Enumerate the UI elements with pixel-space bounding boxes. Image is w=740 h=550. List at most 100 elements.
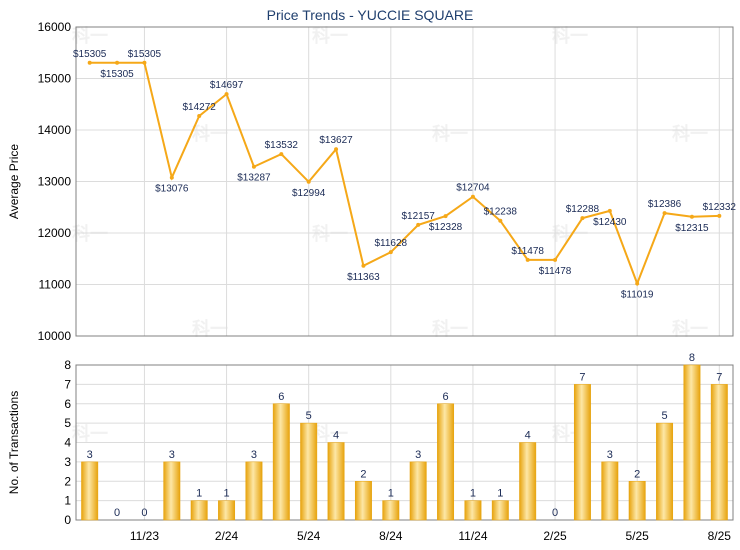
transaction-bar: [218, 500, 236, 521]
x-tick-label: 5/24: [297, 529, 321, 543]
transaction-bar: [382, 500, 400, 521]
transaction-bar: [354, 481, 372, 521]
y-axis-title-price: Average Price: [7, 144, 21, 219]
bar-value-label: 0: [114, 507, 120, 519]
x-tick-label: 8/25: [708, 529, 732, 543]
price-label: $11019: [621, 290, 654, 301]
bar-value-label: 4: [525, 430, 531, 442]
watermark: 科一: [72, 423, 108, 444]
y-tick-label: 8: [64, 358, 71, 372]
x-tick-label: 8/24: [379, 529, 403, 543]
bar-value-label: 1: [388, 488, 394, 500]
y-tick-label: 7: [64, 377, 71, 391]
bar-value-label: 3: [607, 449, 613, 461]
transaction-bar: [245, 461, 263, 521]
x-tick-label: 11/24: [458, 529, 487, 543]
bar-value-label: 5: [306, 410, 312, 422]
bar-value-label: 3: [415, 449, 421, 461]
price-point: [717, 213, 722, 218]
price-label: $12157: [402, 211, 436, 222]
transaction-bar: [683, 364, 701, 521]
x-tick-label: 2/24: [215, 529, 239, 543]
bar-value-label: 1: [497, 488, 503, 500]
price-point: [662, 211, 667, 216]
y-tick-label: 13000: [38, 175, 72, 189]
transaction-bar: [327, 442, 345, 521]
transaction-bar: [81, 461, 99, 521]
x-tick-label: 2/25: [543, 529, 567, 543]
price-point: [689, 214, 694, 219]
price-point: [115, 60, 120, 65]
price-label: $15305: [73, 49, 107, 60]
y-tick-label: 14000: [38, 123, 72, 137]
price-point: [169, 175, 174, 180]
price-line: [89, 61, 720, 287]
bar-value-label: 3: [251, 449, 257, 461]
price-label: $14272: [183, 102, 217, 113]
bar-value-label: 1: [224, 488, 230, 500]
price-point: [553, 257, 558, 262]
bar-value-label: 1: [470, 488, 476, 500]
price-label: $12288: [566, 204, 600, 215]
y-tick-label: 4: [64, 436, 71, 450]
price-point: [87, 60, 92, 65]
price-label: $15305: [100, 69, 134, 80]
price-point: [498, 218, 503, 223]
price-label: $12704: [456, 183, 490, 194]
bar-value-label: 3: [87, 449, 93, 461]
transaction-bar: [409, 461, 427, 521]
transaction-bar: [656, 422, 674, 521]
price-label: $12332: [703, 202, 737, 213]
price-point: [525, 257, 530, 262]
transaction-bar: [190, 500, 208, 521]
price-label: $12994: [292, 188, 326, 199]
price-point: [470, 194, 475, 199]
bar-value-label: 0: [141, 507, 147, 519]
price-point: [416, 222, 421, 227]
price-point: [443, 214, 448, 219]
price-label: $13627: [319, 135, 353, 146]
bar-value-label: 2: [634, 468, 640, 480]
price-label: $12386: [648, 199, 682, 210]
price-point: [580, 216, 585, 221]
price-label: $13287: [237, 173, 271, 184]
transaction-bar: [601, 461, 619, 521]
price-point: [635, 281, 640, 286]
price-point: [334, 147, 339, 152]
watermark: 科一: [192, 123, 228, 144]
watermark: 科一: [552, 25, 588, 46]
y-tick-label: 10000: [38, 329, 72, 343]
price-label: $11628: [374, 238, 407, 249]
y-axis-title-transactions: No. of Transactions: [7, 391, 21, 494]
watermark: 科一: [672, 318, 708, 339]
transaction-bar: [573, 384, 591, 521]
y-tick-label: 0: [64, 513, 71, 527]
price-point: [142, 60, 147, 65]
price-point: [361, 263, 366, 268]
y-tick-label: 6: [64, 397, 71, 411]
price-label: $12238: [484, 207, 518, 218]
y-tick-label: 12000: [38, 226, 72, 240]
watermark: 科一: [672, 123, 708, 144]
watermark: 科一: [72, 25, 108, 46]
watermark: 科一: [432, 318, 468, 339]
y-tick-label: 5: [64, 416, 71, 430]
y-tick-label: 15000: [38, 72, 72, 86]
watermark: 科一: [312, 25, 348, 46]
y-tick-label: 1: [64, 494, 71, 508]
price-label: $12315: [675, 223, 709, 234]
transaction-bar: [300, 422, 318, 521]
bar-value-label: 6: [443, 391, 449, 403]
watermark: 科一: [192, 318, 228, 339]
watermark: 科一: [312, 423, 348, 444]
price-point: [197, 113, 202, 118]
watermark: 科一: [432, 123, 468, 144]
price-label: $11363: [347, 272, 380, 283]
y-tick-label: 2: [64, 474, 71, 488]
y-tick-label: 16000: [38, 20, 72, 34]
price-point: [251, 164, 256, 169]
y-tick-label: 3: [64, 455, 71, 469]
bar-value-label: 6: [278, 391, 284, 403]
price-label: $12430: [593, 217, 627, 228]
